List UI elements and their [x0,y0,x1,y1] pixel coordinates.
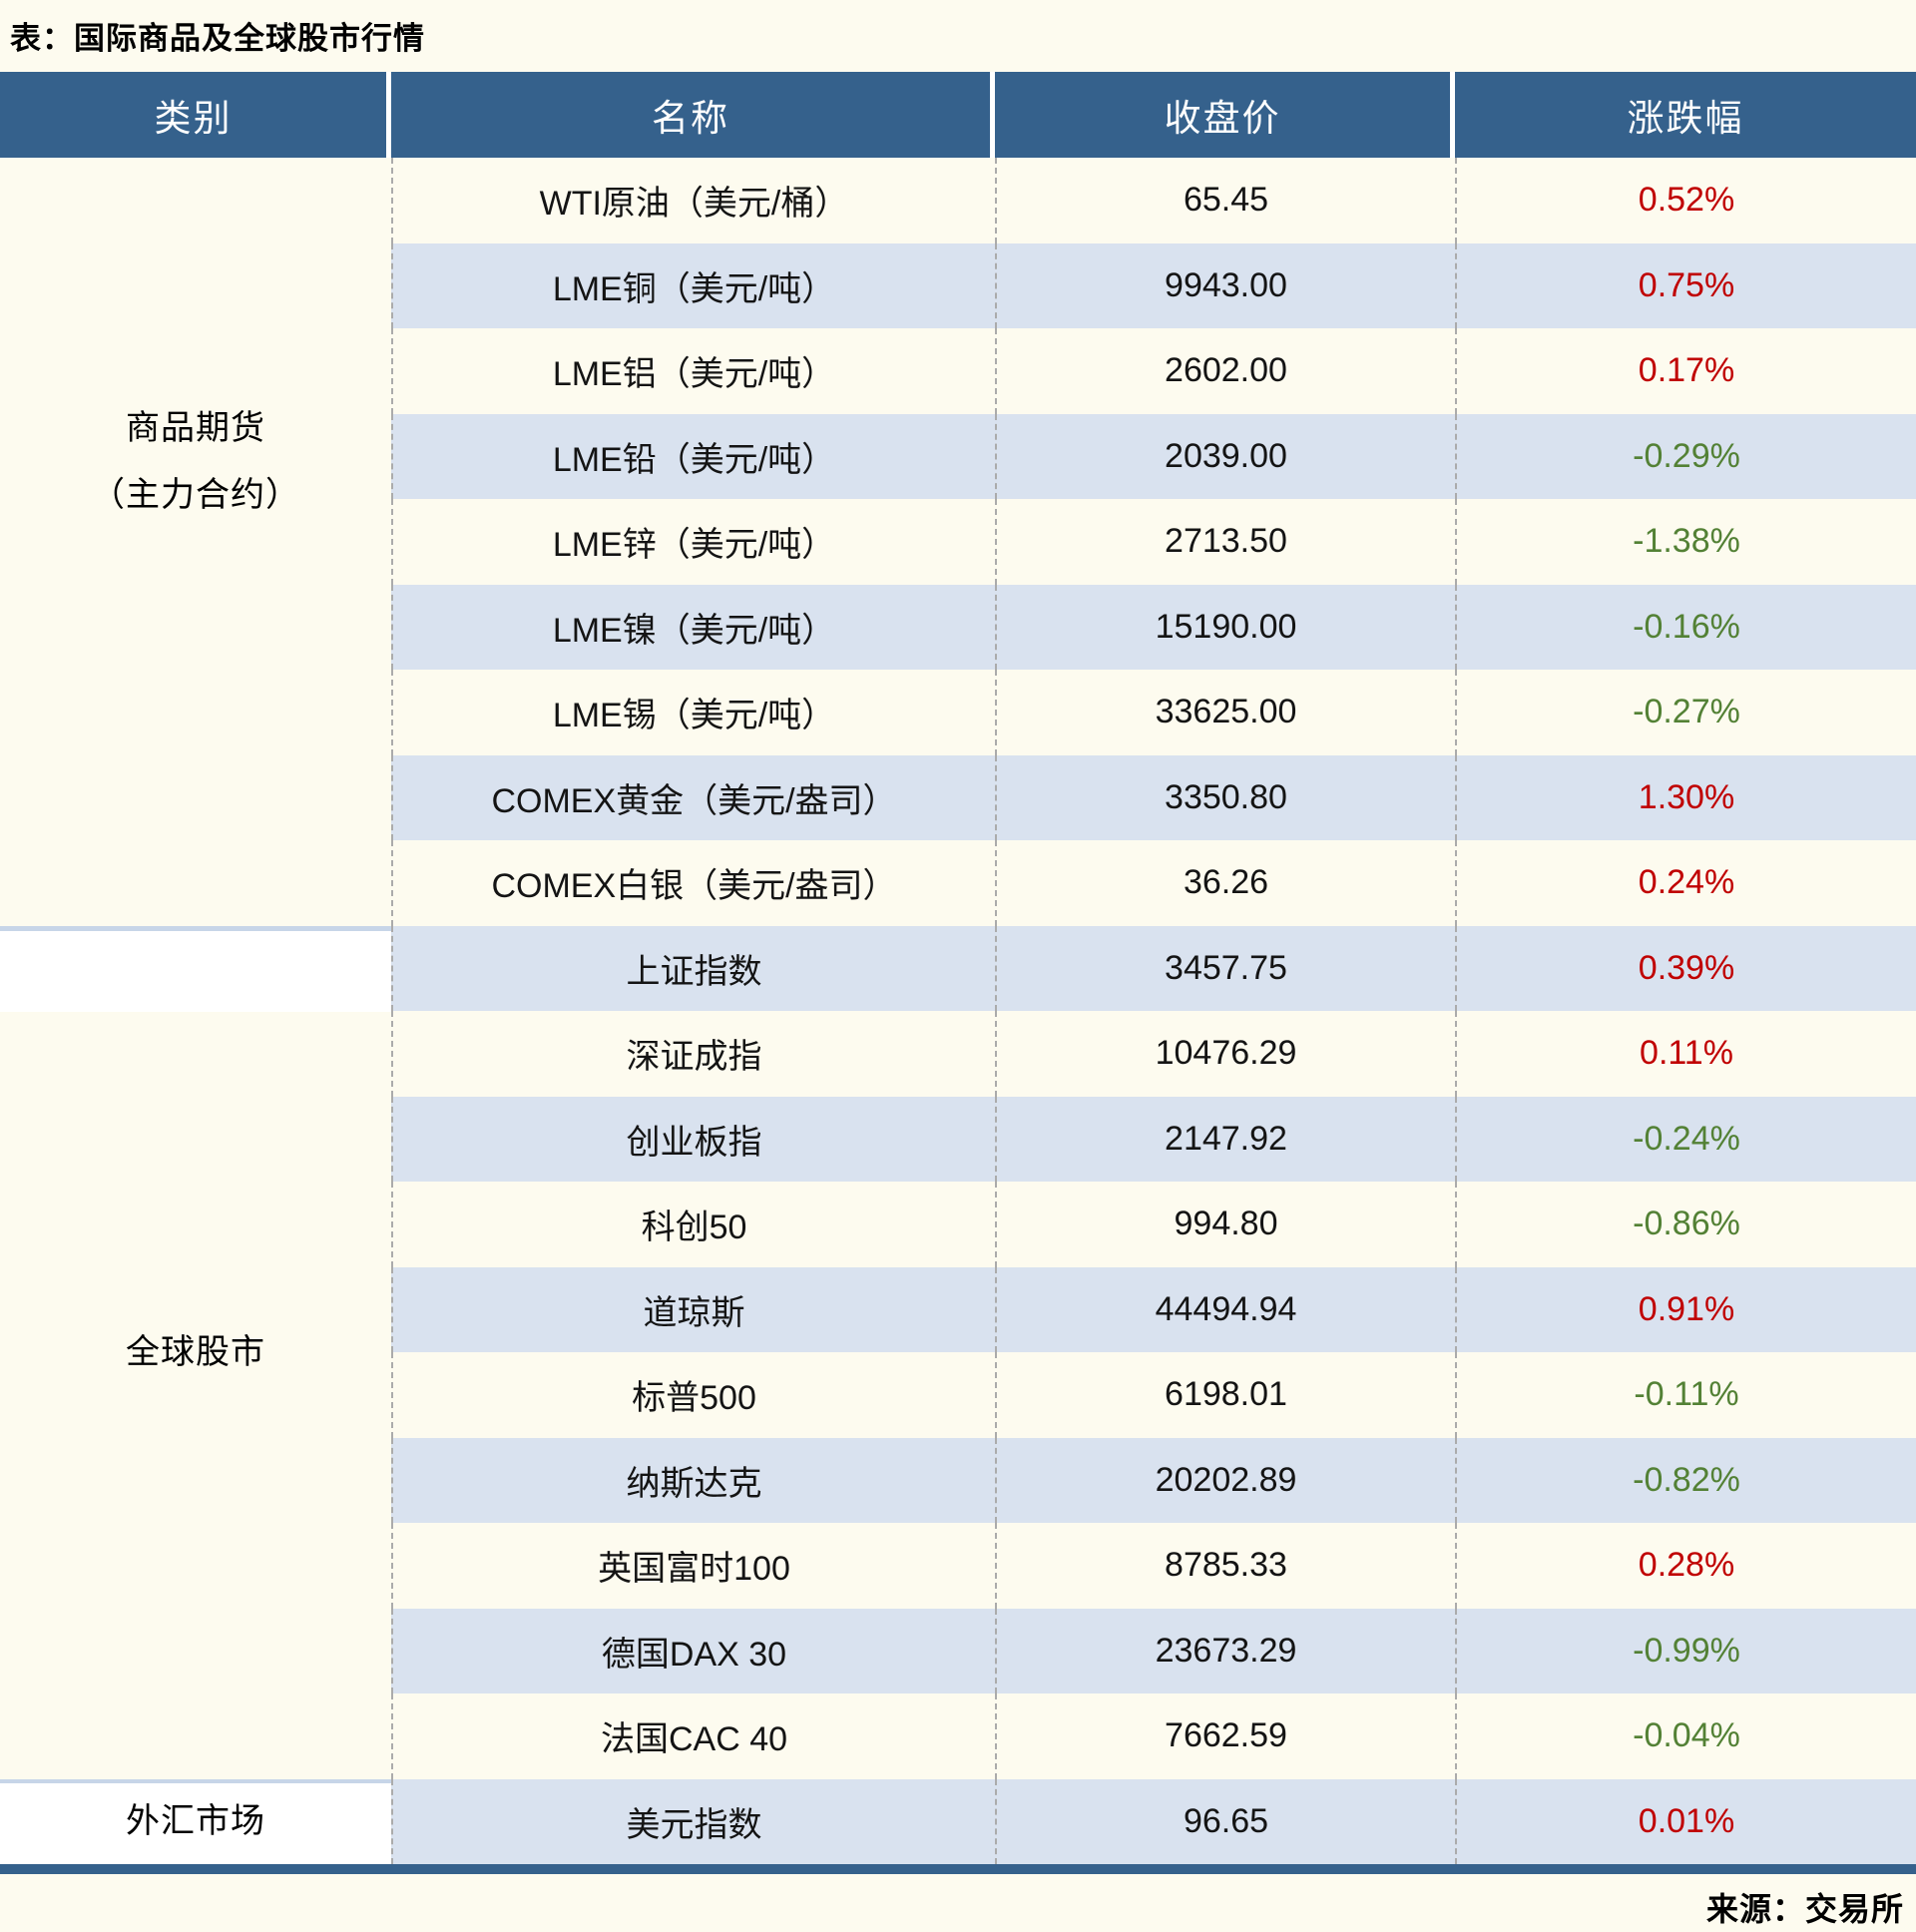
change-cell: -0.29% [1455,413,1916,499]
change-cell: 0.24% [1455,840,1916,926]
name-cell: 上证指数 [391,925,995,1011]
name-cell: 深证成指 [391,1011,995,1097]
close-cell: 2147.92 [995,1096,1455,1182]
table-bottom-border [0,1864,1916,1874]
name-cell: 法国CAC 40 [391,1693,995,1779]
close-cell: 36.26 [995,840,1455,926]
name-cell: COMEX白银（美元/盎司） [391,840,995,926]
close-cell: 20202.89 [995,1437,1455,1523]
close-cell: 9943.00 [995,242,1455,328]
close-cell: 3457.75 [995,925,1455,1011]
category-cell-commodity-futures: 商品期货 （主力合约） [0,158,391,926]
close-cell: 15190.00 [995,584,1455,670]
change-cell: -0.11% [1455,1352,1916,1438]
page-title: 表：国际商品及全球股市行情 [10,21,425,56]
name-cell: LME铝（美元/吨） [391,328,995,414]
close-cell: 33625.00 [995,670,1455,755]
header-cell-name: 名称 [391,72,995,158]
name-cell: 创业板指 [391,1096,995,1182]
source-note: 来源：交易所 [1705,1891,1904,1927]
change-cell: -0.86% [1455,1182,1916,1267]
change-cell: 1.30% [1455,754,1916,840]
close-cell: 8785.33 [995,1523,1455,1609]
change-cell: -0.24% [1455,1096,1916,1182]
market-quotes-table: 类别 名称 收盘价 涨跌幅 商品期货 （主力合约） 全球股市 外汇市场 WTI原… [0,72,1916,1864]
change-cell: 0.28% [1455,1523,1916,1609]
close-cell: 3350.80 [995,754,1455,840]
close-cell: 10476.29 [995,1011,1455,1097]
close-cell: 6198.01 [995,1352,1455,1438]
close-cell: 7662.59 [995,1693,1455,1779]
change-cell: -1.38% [1455,499,1916,585]
close-cell: 23673.29 [995,1608,1455,1693]
header-cell-category: 类别 [0,72,391,158]
category-cell-global-stocks: 全球股市 [0,925,391,1779]
change-cell: 0.52% [1455,158,1916,243]
name-cell: 英国富时100 [391,1523,995,1609]
category-cell-fx-market: 外汇市场 [0,1778,391,1864]
name-cell: 道琼斯 [391,1266,995,1352]
change-cell: 0.75% [1455,242,1916,328]
name-cell: COMEX黄金（美元/盎司） [391,754,995,840]
change-cell: -0.82% [1455,1437,1916,1523]
change-cell: 0.11% [1455,1011,1916,1097]
close-cell: 2713.50 [995,499,1455,585]
change-cell: 0.39% [1455,925,1916,1011]
close-cell: 2602.00 [995,328,1455,414]
close-cell: 96.65 [995,1778,1455,1864]
change-cell: -0.27% [1455,670,1916,755]
name-cell: LME铜（美元/吨） [391,242,995,328]
header-cell-close: 收盘价 [995,72,1455,158]
category-line: 商品期货 [126,409,265,448]
close-cell: 65.45 [995,158,1455,243]
change-cell: -0.04% [1455,1693,1916,1779]
name-cell: LME锌（美元/吨） [391,499,995,585]
close-cell: 44494.94 [995,1266,1455,1352]
close-cell: 2039.00 [995,413,1455,499]
name-cell: 德国DAX 30 [391,1608,995,1693]
category-line: （主力合约） [91,475,300,514]
change-cell: -0.16% [1455,584,1916,670]
change-cell: 0.01% [1455,1778,1916,1864]
name-cell: 科创50 [391,1182,995,1267]
change-cell: -0.99% [1455,1608,1916,1693]
name-cell: 标普500 [391,1352,995,1438]
header-cell-change: 涨跌幅 [1455,72,1916,158]
category-line: 全球股市 [126,1332,265,1371]
close-cell: 994.80 [995,1182,1455,1267]
name-cell: LME铅（美元/吨） [391,413,995,499]
name-cell: LME锡（美元/吨） [391,670,995,755]
name-cell: WTI原油（美元/桶） [391,158,995,243]
name-cell: 美元指数 [391,1778,995,1864]
change-cell: 0.91% [1455,1266,1916,1352]
name-cell: LME镍（美元/吨） [391,584,995,670]
change-cell: 0.17% [1455,328,1916,414]
name-cell: 纳斯达克 [391,1437,995,1523]
category-line: 外汇市场 [126,1802,265,1841]
